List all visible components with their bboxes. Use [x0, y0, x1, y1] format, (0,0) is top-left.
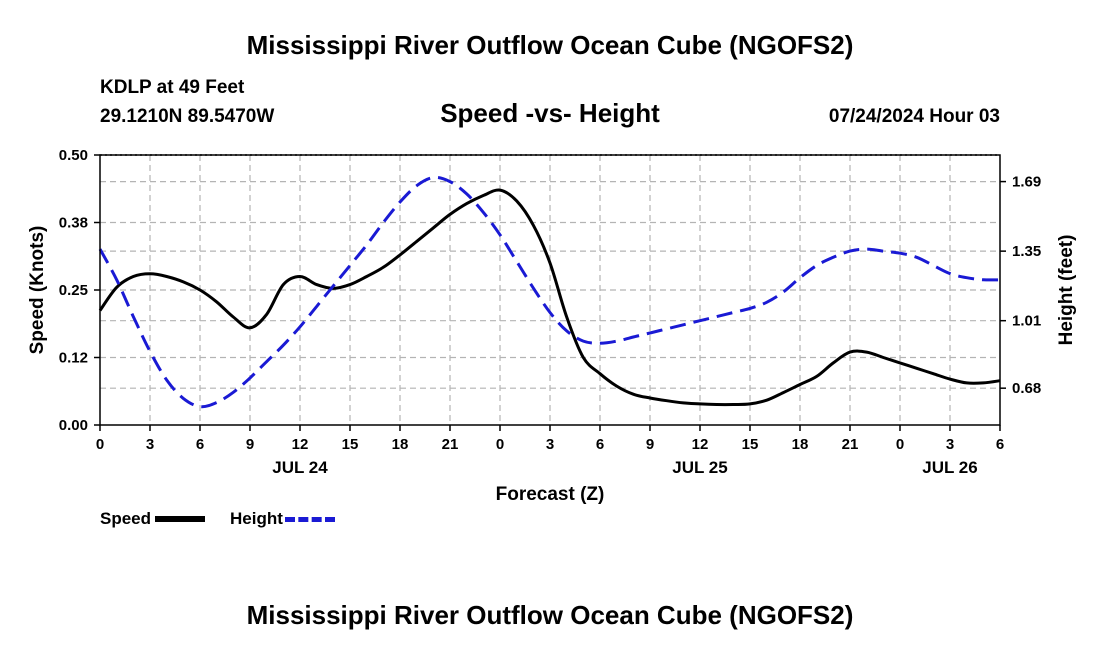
station-label: KDLP at 49 Feet: [100, 77, 245, 98]
y2-axis-label: Height (feet): [1056, 235, 1077, 346]
y-tick-label: 0.50: [59, 147, 88, 164]
y2-tick-label: 1.01: [1012, 313, 1041, 330]
date-label: JUL 25: [672, 458, 727, 477]
x-tick-label: 9: [646, 436, 654, 453]
y2-tick-label: 1.35: [1012, 243, 1041, 260]
x-tick-label: 18: [792, 436, 809, 453]
legend-height-label: Height: [230, 509, 283, 528]
x-tick-label: 18: [392, 436, 409, 453]
legend-speed-label: Speed: [100, 509, 152, 528]
x-tick-label: 3: [146, 436, 154, 453]
x-tick-label: 9: [246, 436, 254, 453]
x-tick-label: 3: [546, 436, 554, 453]
legend-height-swatch: [284, 516, 335, 522]
x-tick-label: 0: [896, 436, 904, 453]
x-tick-label: 12: [692, 436, 709, 453]
y-tick-label: 0.38: [59, 215, 88, 232]
date-label: JUL 24: [272, 458, 328, 477]
x-tick-label: 6: [596, 436, 604, 453]
x-tick-label: 21: [442, 436, 459, 453]
y2-tick-label: 1.69: [1012, 174, 1041, 191]
y-tick-label: 0.25: [59, 282, 88, 299]
x-tick-label: 21: [842, 436, 859, 453]
date-label: JUL 26: [922, 458, 977, 477]
series: [98, 175, 1001, 409]
y-tick-label: 0.12: [59, 350, 88, 367]
y-axis-label: Speed (Knots): [27, 226, 48, 355]
x-tick-label: 15: [342, 436, 359, 453]
footer-title: Mississippi River Outflow Ocean Cube (NG…: [246, 600, 854, 630]
y-tick-label: 0.00: [59, 417, 88, 434]
grid: [100, 155, 1000, 425]
x-tick-label: 0: [96, 436, 104, 453]
forecast-datetime: 07/24/2024 Hour 03: [828, 106, 1000, 127]
x-tick-label: 15: [742, 436, 759, 453]
y2-tick-label: 0.68: [1012, 380, 1041, 397]
x-tick-label: 6: [196, 436, 204, 453]
x-tick-label: 3: [946, 436, 954, 453]
legend-speed-swatch: [155, 516, 206, 522]
main-title: Mississippi River Outflow Ocean Cube (NG…: [246, 30, 854, 60]
series-line-height: [98, 175, 1001, 409]
axes: 0 3 6 9 12 15 18 21 0 3 6 9 12 15 18 21 0 3 6 0.00 0.12 0.25 0…: [59, 147, 1041, 477]
x-axis-label: Forecast (Z): [496, 484, 605, 505]
legend-height: Height: [230, 509, 335, 529]
series-line-speed: [98, 188, 1001, 407]
x-tick-label: 6: [996, 436, 1004, 453]
x-tick-label: 0: [496, 436, 504, 453]
chart-subtitle: Speed -vs- Height: [440, 98, 660, 128]
x-tick-label: 12: [292, 436, 309, 453]
speed-height-chart: 0 3 6 9 12 15 18 21 0 3 6 9 12 15 18 21 0 3 6 0.00 0.12 0.25 0…: [27, 147, 1077, 505]
station-coordinates: 29.1210N 89.5470W: [100, 106, 275, 127]
legend-speed: Speed: [100, 509, 206, 529]
